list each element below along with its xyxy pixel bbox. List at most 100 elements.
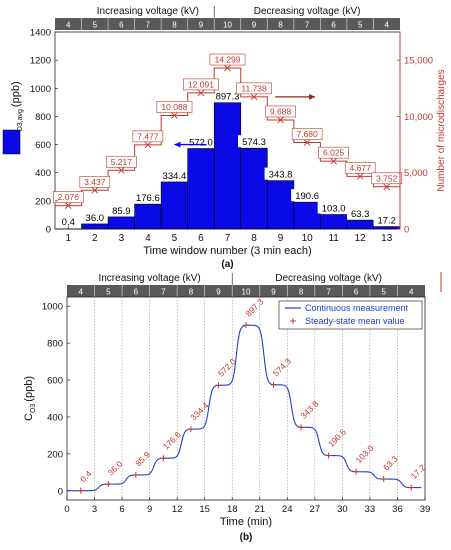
voltage-kv-12: 5 — [358, 21, 363, 30]
y-tick-label-b: 0 — [58, 486, 63, 497]
microdischarge-label-bg-6 — [183, 78, 219, 91]
microdischarge-label-11: 6.025 — [323, 148, 345, 158]
bar-label-4: 176.6 — [136, 193, 160, 204]
x-tick-label-a-7: 7 — [225, 233, 231, 244]
x-tick-label-b: 3 — [92, 504, 97, 515]
y-tick-label-a: 1200 — [30, 56, 51, 67]
microdischarge-label-6: 12.091 — [188, 79, 214, 89]
x-tick-label-a-3: 3 — [119, 233, 125, 244]
y-tick-label-b: 800 — [47, 339, 63, 350]
voltage-kv-9: 8 — [278, 21, 283, 30]
y-tick-label-b: 400 — [47, 412, 63, 423]
voltage-kv-b-12: 5 — [381, 288, 386, 297]
bar-label-6: 572.0 — [189, 138, 213, 149]
voltage-kv-b-11: 6 — [354, 288, 359, 297]
bar-10 — [293, 201, 321, 230]
bar-label-bg-11 — [317, 201, 350, 214]
microdischarge-label-bg-9 — [265, 105, 296, 118]
microdischarge-label-7: 14.299 — [215, 55, 241, 65]
microdischarge-label-bg-11 — [318, 146, 349, 159]
y-tick-label-a: 1000 — [30, 84, 51, 95]
bar-label-bg-1 — [57, 215, 79, 227]
bar-series-arrow-head — [174, 141, 181, 148]
bar-label-bg-5 — [158, 168, 191, 181]
voltage-kv-b-9: 8 — [299, 288, 304, 297]
x-tick-label-b: 18 — [227, 504, 238, 515]
voltage-kv-b-6: 9 — [216, 288, 221, 297]
voltage-kv-8: 9 — [252, 21, 257, 30]
x-tick-label-a-8: 8 — [251, 233, 257, 244]
bar-label-2: 36.0 — [86, 213, 105, 224]
microdischarge-label-12: 4.677 — [350, 163, 372, 173]
bar-label-8: 574.3 — [242, 137, 266, 148]
legend-box-b — [278, 300, 423, 330]
microdischarge-label-13: 3.752 — [376, 173, 398, 183]
x-tick-label-b: 12 — [172, 504, 183, 515]
bar-5 — [160, 181, 188, 230]
microdischarge-label-bg-1 — [52, 191, 84, 203]
microdischarge-label-bg-8 — [236, 82, 272, 95]
x-tick-label-b: 0 — [64, 504, 69, 515]
voltage-kv-10: 7 — [305, 21, 310, 30]
line-series-arrow-head — [309, 93, 316, 100]
microdischarge-marker-3 — [118, 166, 125, 174]
microdischarge-marker-11 — [330, 157, 337, 165]
microdischarge-label-10: 7.680 — [296, 129, 318, 139]
increasing-voltage-label-b: Increasing voltage (kV) — [98, 273, 200, 284]
x-tick-label-a-12: 12 — [355, 233, 367, 244]
y-tick-label-b: 600 — [47, 376, 63, 387]
x-tick-label-a-1: 1 — [65, 233, 71, 244]
voltage-kv-b-4: 7 — [161, 288, 166, 297]
bar-label-bg-13 — [373, 213, 400, 226]
voltage-kv-b-2: 5 — [106, 288, 111, 297]
bar-label-11: 103.0 — [322, 204, 346, 215]
y-tick-label-a: 1400 — [30, 28, 51, 39]
x-tick-label-b: 36 — [392, 504, 403, 515]
y-tick-label-a: 200 — [35, 196, 51, 207]
bar-label-bg-3 — [108, 203, 135, 216]
voltage-kv-b-3: 6 — [134, 288, 139, 297]
x-tick-label-a-10: 10 — [302, 233, 314, 244]
microdischarge-label-1: 2.076 — [58, 192, 80, 202]
y-tick-label-b: 1000 — [42, 302, 63, 313]
microdischarge-label-2: 3.437 — [84, 177, 106, 187]
y-tick-label-a: 600 — [35, 140, 51, 151]
legend-a — [2, 129, 442, 292]
x-tick-label-b: 39 — [420, 504, 431, 515]
x-tick-label-b: 30 — [337, 504, 348, 515]
decreasing-voltage-label-b: Decreasing voltage (kV) — [275, 273, 382, 284]
microdischarge-label-8: 11.738 — [241, 83, 267, 93]
voltage-kv-b-5: 8 — [189, 288, 194, 297]
bar-label-13: 17.2 — [377, 216, 396, 227]
bar-label-9: 343.8 — [269, 170, 293, 181]
microdischarge-label-3: 5.217 — [111, 157, 133, 167]
legend-item-continuous: Continuous measurement — [305, 303, 409, 313]
x-axis-label-a: Time window number (3 min each) — [143, 245, 311, 257]
microdischarge-label-bg-10 — [291, 128, 323, 140]
x-tick-label-b: 21 — [254, 504, 265, 515]
x-tick-label-b: 24 — [282, 504, 293, 515]
right-tick-label-a: 5,000 — [404, 168, 428, 179]
increasing-voltage-label-a: Increasing voltage (kV) — [97, 6, 199, 17]
x-tick-label-b: 33 — [365, 504, 376, 515]
panel-b: 4 5 6 7 8 9 10 9 8 7 6 5 4 Increasing voltage (kV) D… — [23, 273, 430, 543]
bar-label-bg-7 — [211, 89, 244, 102]
bar-4 — [134, 203, 162, 230]
x-tick-label-a-9: 9 — [278, 233, 284, 244]
voltage-kv-b-1: 4 — [79, 288, 84, 297]
x-tick-label-a-2: 2 — [92, 233, 98, 244]
decreasing-voltage-label-a: Decreasing voltage (kV) — [254, 6, 361, 17]
right-tick-label-a: 0 — [404, 225, 409, 236]
y-axis-label-b: CO3(ppb) — [23, 376, 37, 421]
microdischarge-marker-10 — [303, 139, 311, 146]
microdischarge-marker-6 — [197, 89, 205, 97]
bar-label-bg-2 — [81, 210, 109, 223]
voltage-kv-2: 5 — [93, 21, 98, 30]
right-tick-label-a: 15,000 — [404, 56, 433, 67]
voltage-kv-b-7: 10 — [242, 288, 251, 297]
bar-8 — [240, 147, 268, 230]
bar-label-1: 0.4 — [62, 217, 75, 228]
bar-label-bg-8 — [238, 135, 271, 148]
panel-a: 4 5 6 7 8 9 10 9 8 7 6 5 4 Increasing voltage (kV) D… — [2, 6, 447, 292]
